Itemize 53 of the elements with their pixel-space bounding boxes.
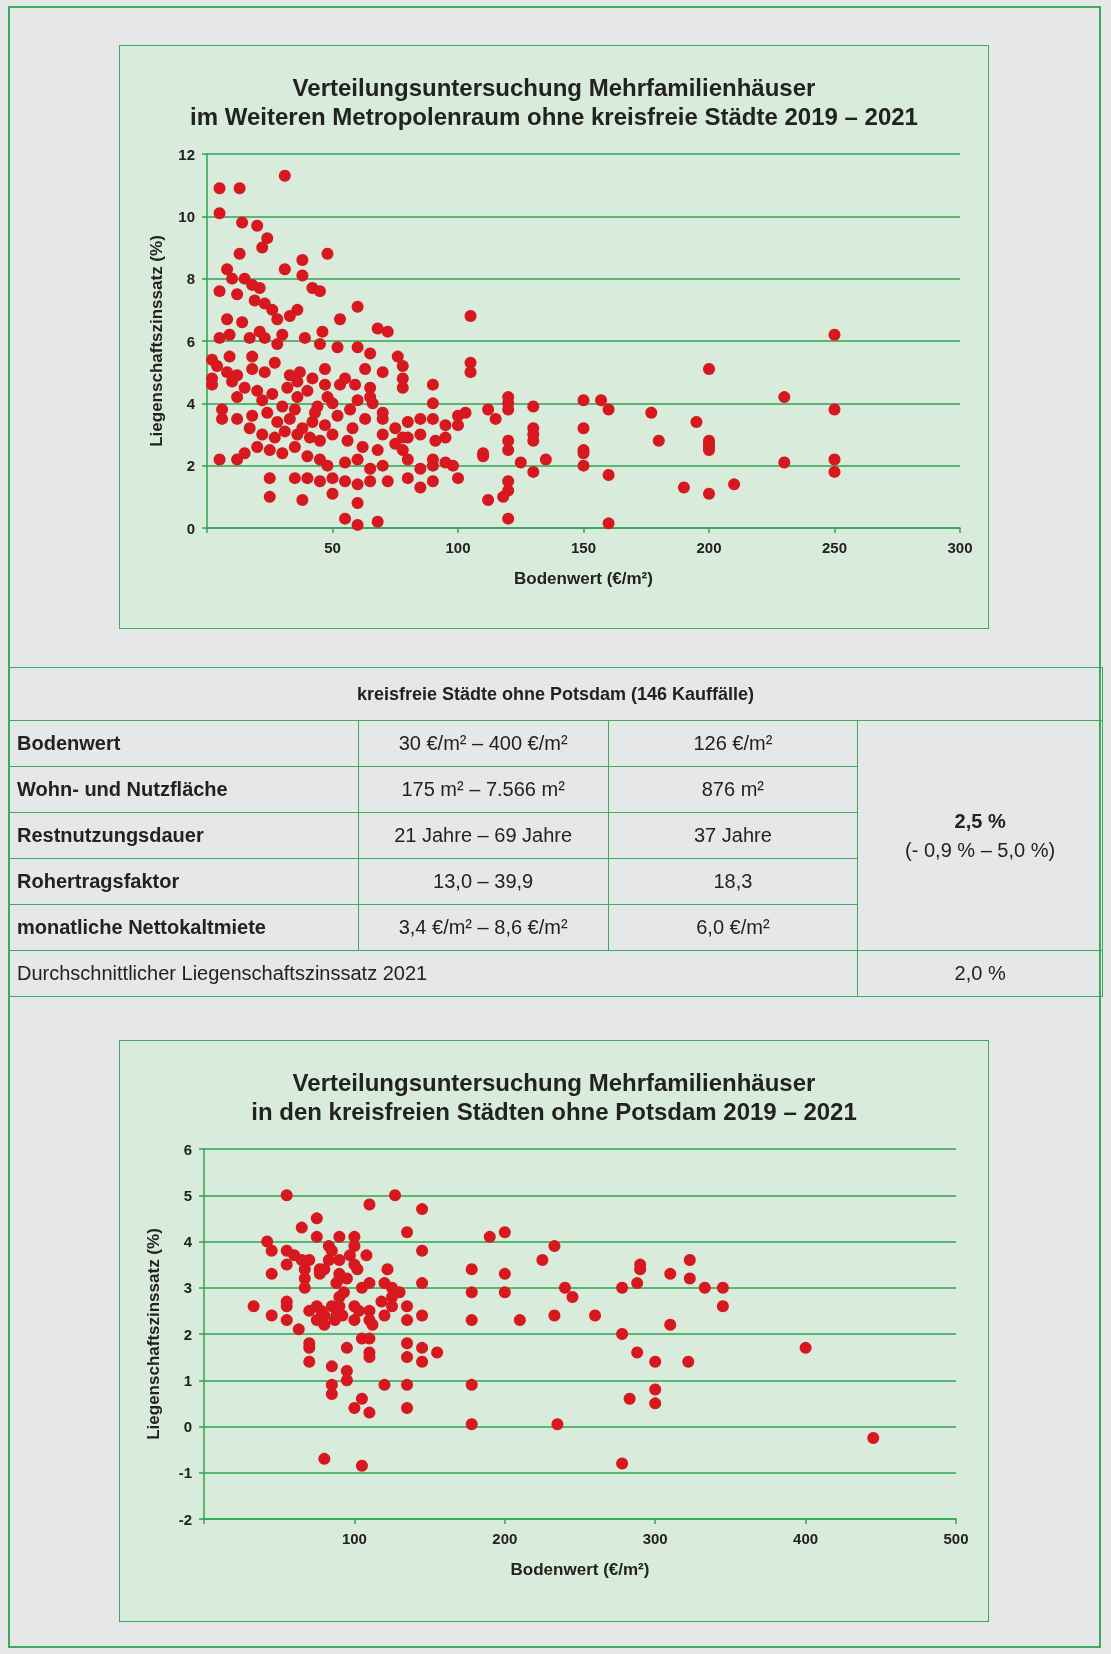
- text: 175 m² – 7.566 m²: [358, 766, 609, 813]
- x-tick-label: 100: [341, 1530, 367, 1547]
- text: Bodenwert: [8, 720, 359, 767]
- y-tick-label: -2: [178, 1510, 192, 1528]
- text: 21 Jahre – 69 Jahre: [358, 812, 609, 859]
- y-axis-title: Liegenschaftszinssatz (%): [144, 1228, 163, 1440]
- x-tick-label: 50: [324, 539, 341, 556]
- text: 30 €/m² – 400 €/m²: [358, 720, 609, 767]
- y-tick-label: 4: [186, 394, 196, 412]
- y-tick-label: 0: [183, 1418, 192, 1435]
- x-tick-label: 400: [793, 1530, 819, 1547]
- x-tick-label: 300: [947, 539, 973, 556]
- text: 2,0 %: [857, 950, 1103, 997]
- y-tick-label: 5: [183, 1186, 192, 1204]
- x-tick-label: 200: [696, 539, 722, 556]
- text: Durchschnittlicher Liegenschaftszinssatz 2021: [8, 950, 858, 997]
- y-tick-label: 10: [178, 207, 195, 225]
- y-tick-label: 6: [183, 1140, 192, 1158]
- text: 13,0 – 39,9: [358, 858, 609, 905]
- text: 126 €/m²: [608, 720, 858, 767]
- x-tick-label: 100: [445, 539, 471, 556]
- text: monatliche Nettokaltmiete: [8, 904, 359, 951]
- y-tick-label: 0: [186, 519, 195, 537]
- y-tick-label: 6: [186, 332, 195, 350]
- text: kreisfreie Städte ohne Potsdam (146 Kauffälle): [8, 667, 1103, 721]
- chart-title: Verteilungsuntersuchung Mehrfamilienhäuser in den kreisfreien Städten ohne Potsdam 2019 – 2021: [251, 1069, 857, 1125]
- x-axis-title: Bodenwert (€/m²): [514, 569, 653, 588]
- text: 2,5 %: [953, 809, 1007, 833]
- text: Rohertragsfaktor: [8, 858, 359, 905]
- chart-title: Verteilungsuntersuchung Mehrfamilienhäuser im Weiteren Metropolenraum ohne kreisfreie Städte 2019 – 2021: [190, 74, 918, 130]
- text: 876 m²: [608, 766, 858, 813]
- x-tick-label: 500: [943, 1530, 969, 1547]
- text: 6,0 €/m²: [608, 904, 858, 951]
- text: 18,3: [608, 858, 858, 905]
- y-tick-label: 1: [183, 1371, 192, 1389]
- y-tick-label: 2: [183, 1325, 192, 1343]
- text: 3,4 €/m² – 8,6 €/m²: [358, 904, 609, 951]
- text: 37 Jahre: [608, 812, 858, 859]
- x-tick-label: 250: [821, 539, 848, 556]
- y-tick-label: 4: [183, 1233, 193, 1250]
- y-axis-title: Liegenschaftszinssatz (%): [147, 235, 166, 447]
- y-tick-label: -1: [178, 1464, 192, 1482]
- y-tick-label: 8: [186, 270, 195, 288]
- x-tick-label: 150: [570, 539, 597, 556]
- x-axis-title: Bodenwert (€/m²): [510, 1560, 650, 1579]
- y-tick-label: 3: [183, 1279, 192, 1297]
- y-tick-label: 12: [178, 145, 195, 163]
- x-tick-label: 200: [492, 1530, 518, 1547]
- text: (- 0,9 % – 5,0 %): [904, 838, 1057, 862]
- x-tick-label: 300: [642, 1530, 668, 1547]
- text: Restnutzungsdauer: [8, 812, 359, 859]
- y-tick-label: 2: [186, 457, 195, 475]
- text: Wohn- und Nutzfläche: [8, 766, 359, 813]
